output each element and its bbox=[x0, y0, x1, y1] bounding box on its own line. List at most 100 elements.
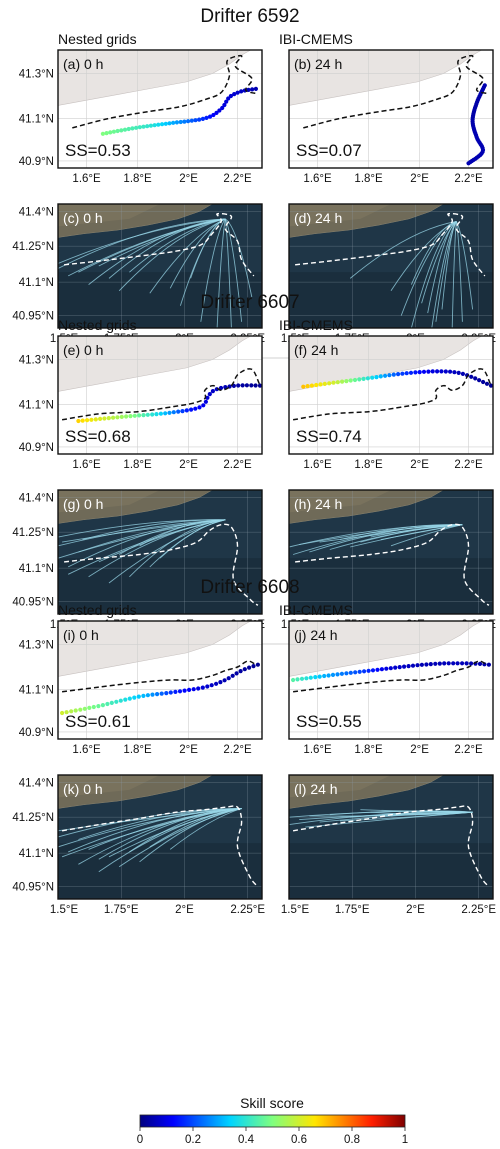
lon-tick-label: 2.2°E bbox=[223, 744, 252, 756]
trajectory-point bbox=[134, 125, 139, 130]
trajectory-point bbox=[322, 673, 327, 679]
trajectory-point bbox=[375, 667, 380, 672]
trajectory-point bbox=[451, 661, 456, 666]
trajectory-point bbox=[145, 412, 150, 417]
trajectory-point bbox=[370, 668, 376, 673]
trajectory-point bbox=[318, 382, 323, 387]
trajectory-point bbox=[393, 665, 398, 670]
trajectory-point bbox=[182, 688, 187, 693]
drifter-title: Drifter 6607 bbox=[200, 292, 299, 313]
skill-score-value: SS=0.74 bbox=[296, 427, 362, 446]
lon-tick-label: 2°E bbox=[179, 173, 198, 185]
model-label-nested: Nested grids bbox=[58, 31, 137, 47]
ensemble-trajectory bbox=[78, 808, 242, 840]
panel-frame bbox=[288, 335, 494, 455]
trajectory-point bbox=[82, 706, 87, 711]
panel-label: (h) 24 h bbox=[294, 496, 342, 512]
trajectory-point bbox=[464, 661, 469, 666]
trajectory-point bbox=[238, 669, 243, 674]
drifter-group: Drifter 6608 Nested grids IBI-CMEMS (i) 0 h… bbox=[12, 577, 496, 916]
trajectory-point bbox=[469, 661, 474, 666]
panel-frame bbox=[288, 203, 494, 329]
ensemble-trajectory bbox=[410, 221, 457, 328]
lat-tick-label: 40.9°N bbox=[19, 442, 54, 454]
trajectory-point bbox=[173, 689, 178, 695]
ensemble-trajectory bbox=[390, 524, 463, 547]
lon-tick-label: 1.6°E bbox=[303, 744, 332, 756]
trajectory-point bbox=[255, 662, 260, 667]
trajectory-point bbox=[239, 89, 244, 94]
lon-tick-label: 2.25°E bbox=[230, 904, 265, 916]
skill-score-panel: (j) 24 h SS=0.55 1.6°E 1.8°E 2°E 2.2°E bbox=[288, 620, 494, 756]
trajectory-point bbox=[226, 96, 231, 101]
trajectory-point bbox=[327, 381, 332, 386]
trajectory-point bbox=[348, 670, 353, 675]
trajectory-point bbox=[115, 415, 120, 420]
trajectory-point bbox=[224, 99, 229, 104]
trajectory-point bbox=[164, 691, 169, 696]
trajectory-point bbox=[301, 384, 306, 389]
panel-label: (b) 24 h bbox=[294, 56, 342, 72]
drifter-title: Drifter 6608 bbox=[200, 577, 299, 598]
lon-tick-label: 2.25°E bbox=[461, 904, 496, 916]
trajectory-point bbox=[452, 370, 457, 375]
model-label-nested: Nested grids bbox=[58, 602, 137, 618]
trajectory-point bbox=[430, 369, 435, 374]
trajectory-point bbox=[477, 661, 483, 667]
trajectory-point bbox=[178, 119, 183, 125]
ensemble-trajectory bbox=[190, 218, 226, 279]
lat-tick-label: 41.4°N bbox=[19, 206, 54, 218]
trajectory-point bbox=[111, 415, 116, 420]
lat-tick-label: 41.1°N bbox=[19, 277, 54, 289]
trajectory-point bbox=[60, 710, 65, 716]
trajectory-point bbox=[115, 128, 120, 134]
trajectory-point bbox=[100, 131, 105, 136]
colorbar-tick-label: 1 bbox=[402, 1134, 408, 1146]
trajectory-point bbox=[228, 93, 233, 99]
trajectory-point bbox=[137, 413, 142, 418]
ensemble-trajectory bbox=[350, 524, 463, 548]
trajectory-point bbox=[217, 108, 222, 113]
drifter-group: Drifter 6592 Nested grids IBI-CMEMS (a) 0 h… bbox=[12, 6, 496, 359]
trajectory-point bbox=[419, 662, 424, 667]
trajectory-point bbox=[145, 124, 150, 129]
trajectory-point bbox=[235, 90, 240, 95]
lon-tick-label: 2°E bbox=[179, 744, 198, 756]
trajectory-point bbox=[218, 385, 224, 391]
ensemble-trajectory bbox=[390, 220, 457, 292]
lon-tick-label: 1.8°E bbox=[123, 173, 152, 185]
ensemble-trajectory bbox=[200, 218, 226, 322]
trajectory-point bbox=[154, 412, 159, 417]
trajectory-point bbox=[220, 105, 225, 111]
trajectory-point bbox=[428, 662, 433, 667]
lon-tick-label: 2.2°E bbox=[454, 459, 483, 471]
trajectory-point bbox=[361, 376, 366, 381]
lat-tick-label: 41.1°N bbox=[19, 684, 54, 696]
trajectory-point bbox=[132, 413, 137, 418]
panel-label: (f) 24 h bbox=[294, 342, 338, 358]
lat-tick-label: 40.95°N bbox=[12, 597, 54, 609]
trajectory-point bbox=[388, 666, 393, 671]
trajectory-point bbox=[484, 381, 490, 386]
trajectory-point bbox=[330, 672, 336, 678]
lon-tick-label: 1.8°E bbox=[354, 744, 383, 756]
lon-tick-label: 1.8°E bbox=[123, 744, 152, 756]
trajectory-point bbox=[176, 409, 181, 414]
trajectory-point bbox=[391, 372, 396, 377]
skill-score-panel: (f) 24 h SS=0.74 1.6°E 1.8°E 2°E 2.2°E bbox=[288, 335, 494, 471]
trajectory-point bbox=[404, 371, 409, 376]
trajectory-point bbox=[226, 676, 231, 681]
trajectory-point bbox=[187, 687, 192, 693]
skill-score-value: SS=0.68 bbox=[65, 427, 131, 446]
trajectory-point bbox=[352, 377, 358, 383]
ensemble-panel: (h) 24 h1.5°E1.75°E2°E2.25°E bbox=[281, 489, 496, 631]
trajectory-point bbox=[344, 671, 349, 676]
observed-track bbox=[64, 212, 255, 277]
observed-track bbox=[61, 805, 259, 888]
lon-tick-label: 2°E bbox=[406, 904, 425, 916]
panel-label: (i) 0 h bbox=[63, 627, 99, 643]
trajectory-point bbox=[210, 389, 215, 394]
lon-tick-label: 1.6°E bbox=[72, 744, 101, 756]
trajectory-point bbox=[171, 410, 176, 415]
trajectory-point bbox=[163, 411, 168, 416]
